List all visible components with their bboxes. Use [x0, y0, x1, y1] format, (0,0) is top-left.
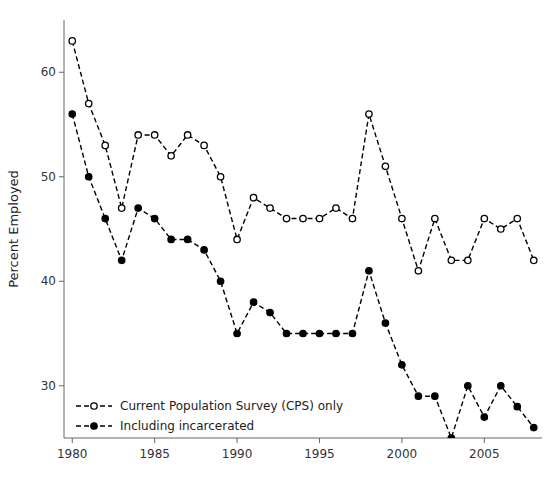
data-point [86, 100, 92, 106]
data-point [250, 299, 256, 305]
data-point [118, 205, 124, 211]
y-tick [59, 176, 64, 177]
data-point [168, 236, 174, 242]
x-tick [72, 438, 73, 443]
x-tick [319, 438, 320, 443]
x-tick-label: 1995 [304, 447, 335, 461]
y-axis-line [64, 20, 65, 438]
data-point [151, 132, 157, 138]
data-point [300, 215, 306, 221]
data-point [349, 330, 355, 336]
data-point [382, 320, 388, 326]
data-point [333, 330, 339, 336]
series-line [72, 114, 534, 438]
legend-item: Current Population Survey (CPS) only [76, 399, 343, 413]
data-point [267, 205, 273, 211]
data-point [432, 215, 438, 221]
series-line [72, 41, 534, 271]
axes: 30 40 50 60 1980 1985 1990 1995 2000 2005 [41, 20, 542, 461]
legend-label: Including incarcerated [120, 419, 254, 433]
data-point [168, 153, 174, 159]
legend-marker [91, 423, 97, 429]
y-tick-label: 40 [41, 274, 56, 288]
data-point [102, 215, 108, 221]
data-point [283, 215, 289, 221]
data-point [118, 257, 124, 263]
x-tick-label: 1980 [57, 447, 88, 461]
data-point [382, 163, 388, 169]
legend-item: Including incarcerated [76, 419, 254, 433]
y-tick [59, 72, 64, 73]
x-tick-label: 2000 [387, 447, 418, 461]
data-point [415, 268, 421, 274]
data-point [234, 236, 240, 242]
data-point [531, 424, 537, 430]
data-point [102, 142, 108, 148]
data-point [86, 174, 92, 180]
data-point [432, 393, 438, 399]
y-tick-label: 60 [41, 65, 56, 79]
data-point [514, 403, 520, 409]
x-tick [237, 438, 238, 443]
y-tick [59, 385, 64, 386]
data-point [349, 215, 355, 221]
data-point [234, 330, 240, 336]
data-point [333, 205, 339, 211]
data-point [267, 309, 273, 315]
data-point [184, 132, 190, 138]
x-axis-line [64, 438, 542, 439]
data-point [448, 435, 454, 438]
data-point [531, 257, 537, 263]
data-point [481, 215, 487, 221]
data-point [481, 414, 487, 420]
data-point [135, 205, 141, 211]
data-point [465, 383, 471, 389]
data-point [250, 194, 256, 200]
x-tick [154, 438, 155, 443]
x-tick-label: 2005 [469, 447, 500, 461]
data-point [151, 215, 157, 221]
data-point [316, 330, 322, 336]
y-tick [59, 281, 64, 282]
data-point [465, 257, 471, 263]
data-point [366, 111, 372, 117]
x-tick-label: 1990 [222, 447, 253, 461]
data-point [415, 393, 421, 399]
y-tick-label: 30 [41, 379, 56, 393]
y-axis-label: Percent Employed [6, 170, 21, 288]
data-point [69, 38, 75, 44]
data-point [135, 132, 141, 138]
data-point [498, 226, 504, 232]
x-tick [401, 438, 402, 443]
x-tick-label: 1985 [139, 447, 170, 461]
data-point [217, 278, 223, 284]
legend: Current Population Survey (CPS) only Incl… [76, 399, 343, 433]
data-point [399, 215, 405, 221]
legend-label: Current Population Survey (CPS) only [120, 399, 343, 413]
data-point [300, 330, 306, 336]
chart: 30 40 50 60 1980 1985 1990 1995 2000 2005 Percent … [0, 0, 560, 480]
data-point [514, 215, 520, 221]
y-tick-label: 50 [41, 170, 56, 184]
data-point [366, 268, 372, 274]
data-point [399, 362, 405, 368]
data-point [201, 142, 207, 148]
data-point [498, 383, 504, 389]
data-point [69, 111, 75, 117]
x-tick [484, 438, 485, 443]
plot-data [69, 38, 537, 438]
data-point [184, 236, 190, 242]
data-point [448, 257, 454, 263]
data-point [316, 215, 322, 221]
data-point [217, 174, 223, 180]
data-point [283, 330, 289, 336]
legend-marker [91, 403, 97, 409]
data-point [201, 247, 207, 253]
